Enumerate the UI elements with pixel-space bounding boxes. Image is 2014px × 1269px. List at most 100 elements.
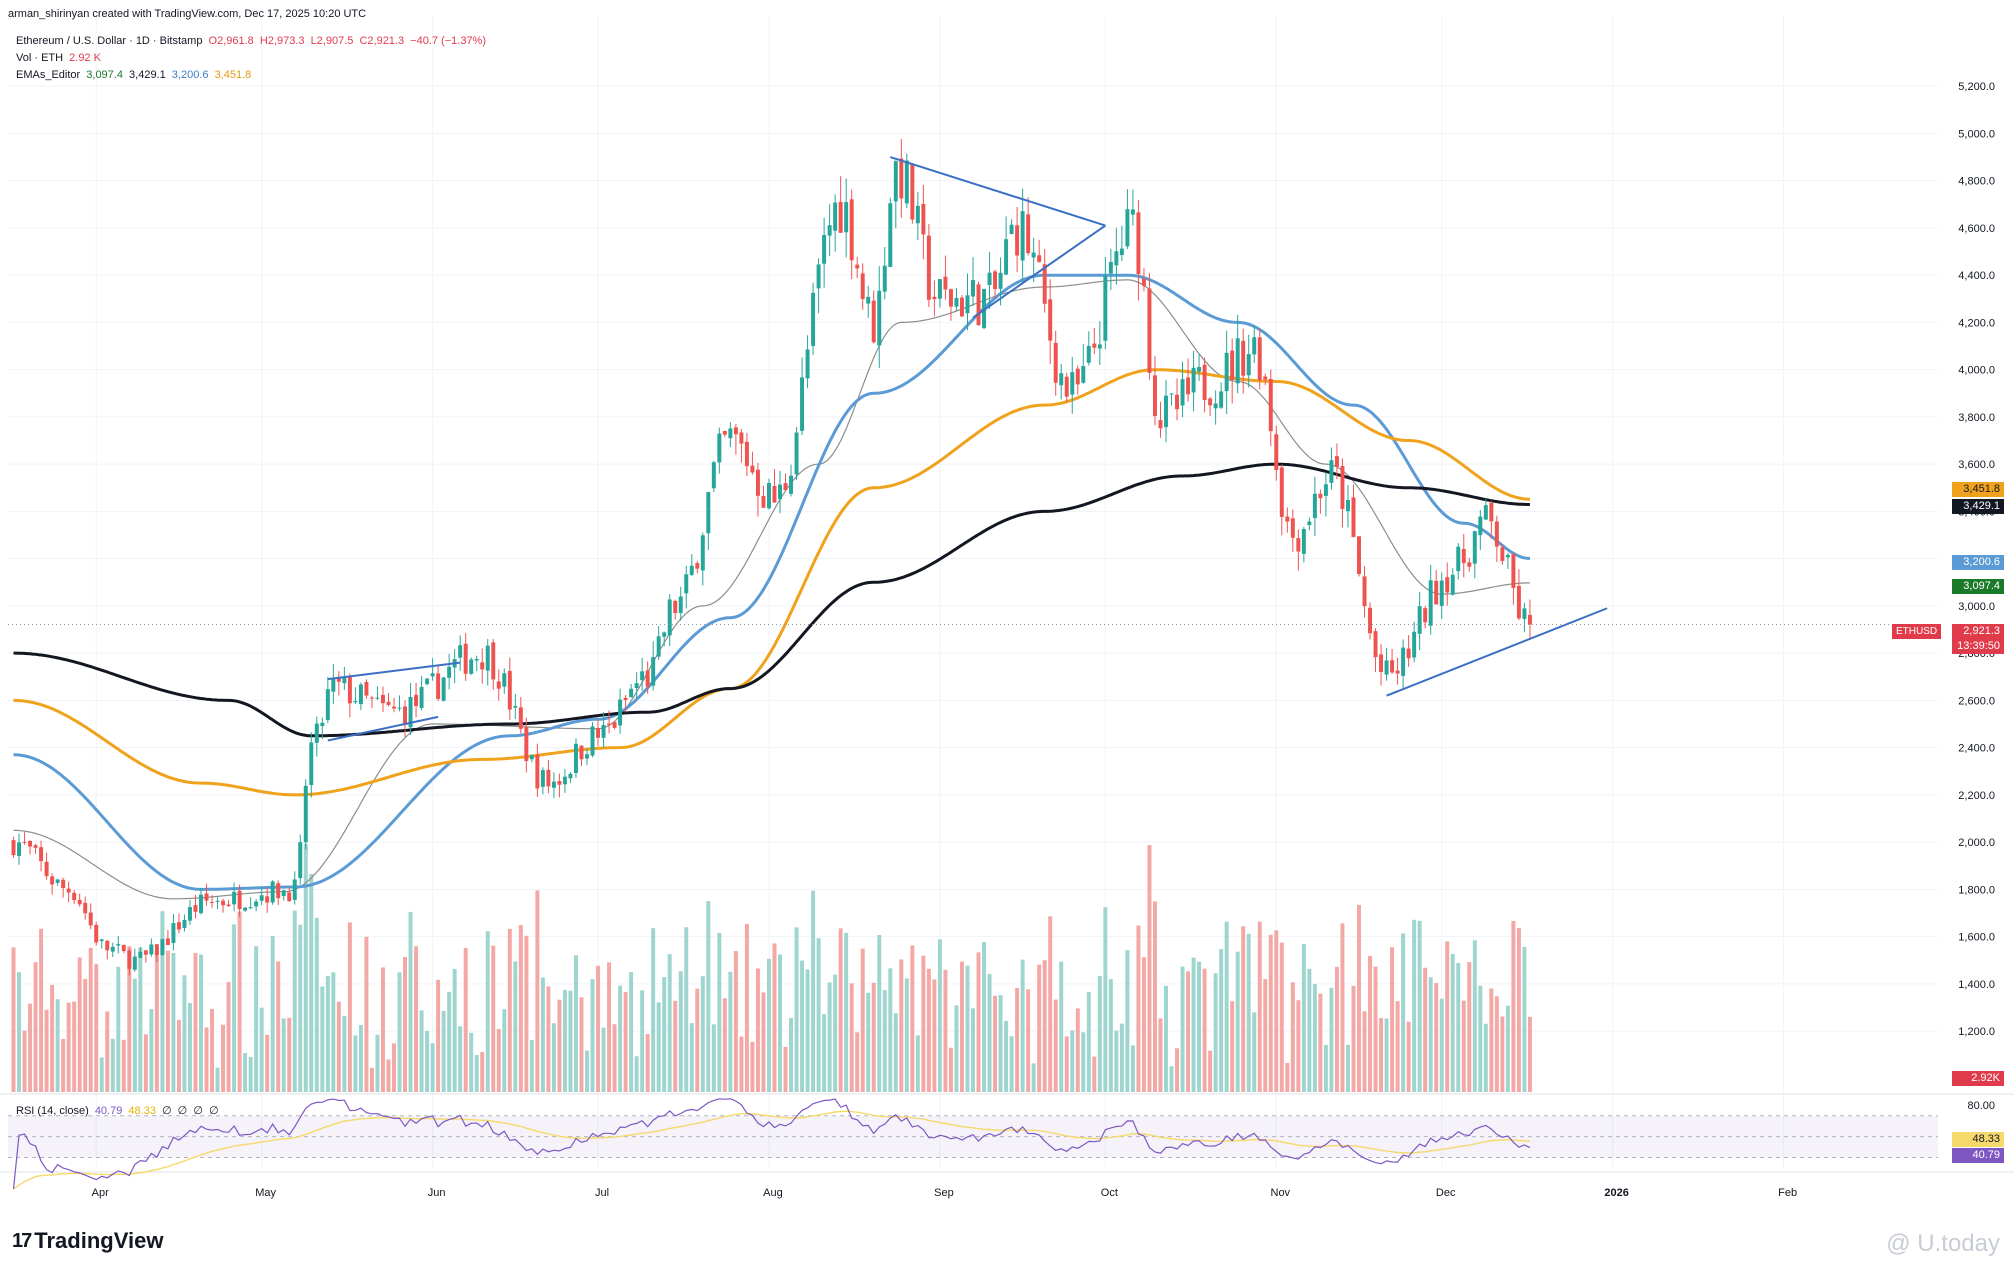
volume-bar <box>375 1034 380 1092</box>
volume-bar <box>1329 987 1334 1092</box>
candle-body <box>568 773 573 779</box>
candle-body <box>1456 546 1461 572</box>
candle-body <box>1434 580 1439 605</box>
candle-body <box>524 726 529 762</box>
candle-body <box>408 697 413 728</box>
volume-bar <box>1235 951 1240 1092</box>
candle-body <box>1379 654 1384 672</box>
candle-body <box>877 290 882 346</box>
volume-bar <box>1296 1000 1301 1092</box>
volume-bar <box>959 961 964 1092</box>
candle-body <box>314 723 319 743</box>
candle-body <box>1362 576 1367 607</box>
candle-body <box>1334 456 1339 467</box>
volume-bar <box>1483 1023 1488 1092</box>
volume-bar <box>243 1052 248 1092</box>
volume-bar <box>766 958 771 1092</box>
candle-body <box>1053 342 1058 383</box>
candle-body <box>491 642 496 680</box>
volume-bar <box>94 964 99 1092</box>
volume-bar <box>612 1024 617 1092</box>
candle-body <box>1423 608 1428 623</box>
volume-bar <box>722 998 727 1092</box>
candle-body <box>904 160 909 204</box>
volume-bar <box>1505 1005 1510 1092</box>
volume-bar <box>485 931 490 1092</box>
candle-body <box>761 495 766 508</box>
candle-body <box>1329 460 1334 483</box>
volume-bar <box>794 927 799 1092</box>
candle-body <box>540 770 545 787</box>
candle-body <box>656 636 661 657</box>
volume-bar <box>971 1008 975 1092</box>
volume-bar <box>899 959 904 1092</box>
candle-body <box>623 697 628 700</box>
candle-body <box>1290 518 1295 538</box>
candle-body <box>1500 547 1505 561</box>
candle-body <box>1417 606 1422 634</box>
candle-body <box>1197 367 1202 372</box>
candle-body <box>645 670 650 687</box>
x-tick-label: 2026 <box>1604 1187 1628 1199</box>
volume-bar <box>601 1027 606 1092</box>
candle-body <box>551 781 556 788</box>
volume-bar <box>1103 907 1108 1092</box>
candle-body <box>1119 248 1124 256</box>
candle-body <box>717 433 722 463</box>
rsi-extra-4: ∅ <box>208 1105 219 1117</box>
volume-bar <box>976 952 981 1092</box>
volume-bar <box>380 967 385 1092</box>
volume-bar <box>684 927 689 1092</box>
candle-body <box>579 745 584 760</box>
candle-body <box>1004 239 1009 275</box>
volume-bar <box>265 1034 270 1092</box>
candle-body <box>1527 614 1532 625</box>
candle-body <box>441 677 446 701</box>
candle-body <box>1208 398 1213 406</box>
volume-bar <box>1070 1030 1075 1092</box>
candle-body <box>1401 647 1406 676</box>
volume-bar <box>1059 961 1064 1092</box>
volume-bar <box>822 1014 827 1092</box>
rsi-extra-3: ∅ <box>193 1105 203 1117</box>
volume-bar <box>590 979 595 1092</box>
candle-body <box>612 721 617 728</box>
candle-body <box>805 349 810 379</box>
volume-bar <box>83 978 88 1092</box>
volume-bar <box>789 1017 794 1092</box>
candle-body <box>833 202 838 231</box>
volume-bar <box>915 1035 920 1092</box>
candle-body <box>342 677 347 684</box>
candle-body <box>662 632 667 637</box>
ohlc-close: C2,921.3 <box>359 35 405 47</box>
volume-bar <box>121 1039 126 1092</box>
y-tick-label: 4,000.0 <box>1958 365 1995 377</box>
volume-bar <box>1285 1062 1290 1092</box>
volume-bar <box>728 971 733 1092</box>
candle-body <box>1412 631 1417 658</box>
candle-body <box>403 706 408 725</box>
volume-bar <box>248 1056 253 1092</box>
candle-body <box>28 840 33 847</box>
candle-body <box>143 950 148 955</box>
volume-bar <box>904 978 909 1092</box>
candle-body <box>1312 493 1317 519</box>
candle-body <box>888 203 893 267</box>
candle-body <box>287 892 292 902</box>
volume-bar <box>22 1030 27 1092</box>
volume-bar <box>1004 1020 1009 1092</box>
ema100-value: 3,451.8 <box>214 69 252 81</box>
candles <box>11 139 1532 976</box>
tradingview-logo[interactable]: 17 TradingView <box>12 1228 163 1254</box>
volume-bar <box>1158 1018 1163 1092</box>
volume-bar <box>573 955 578 1092</box>
x-tick-label: Oct <box>1101 1187 1118 1199</box>
candle-body <box>303 785 308 843</box>
candle-body <box>778 484 782 500</box>
volume-bar <box>1401 933 1406 1092</box>
volume-bar <box>1522 946 1527 1092</box>
volume-bar <box>585 1050 589 1092</box>
support-rising <box>1386 607 1608 697</box>
candle-body <box>221 900 226 906</box>
